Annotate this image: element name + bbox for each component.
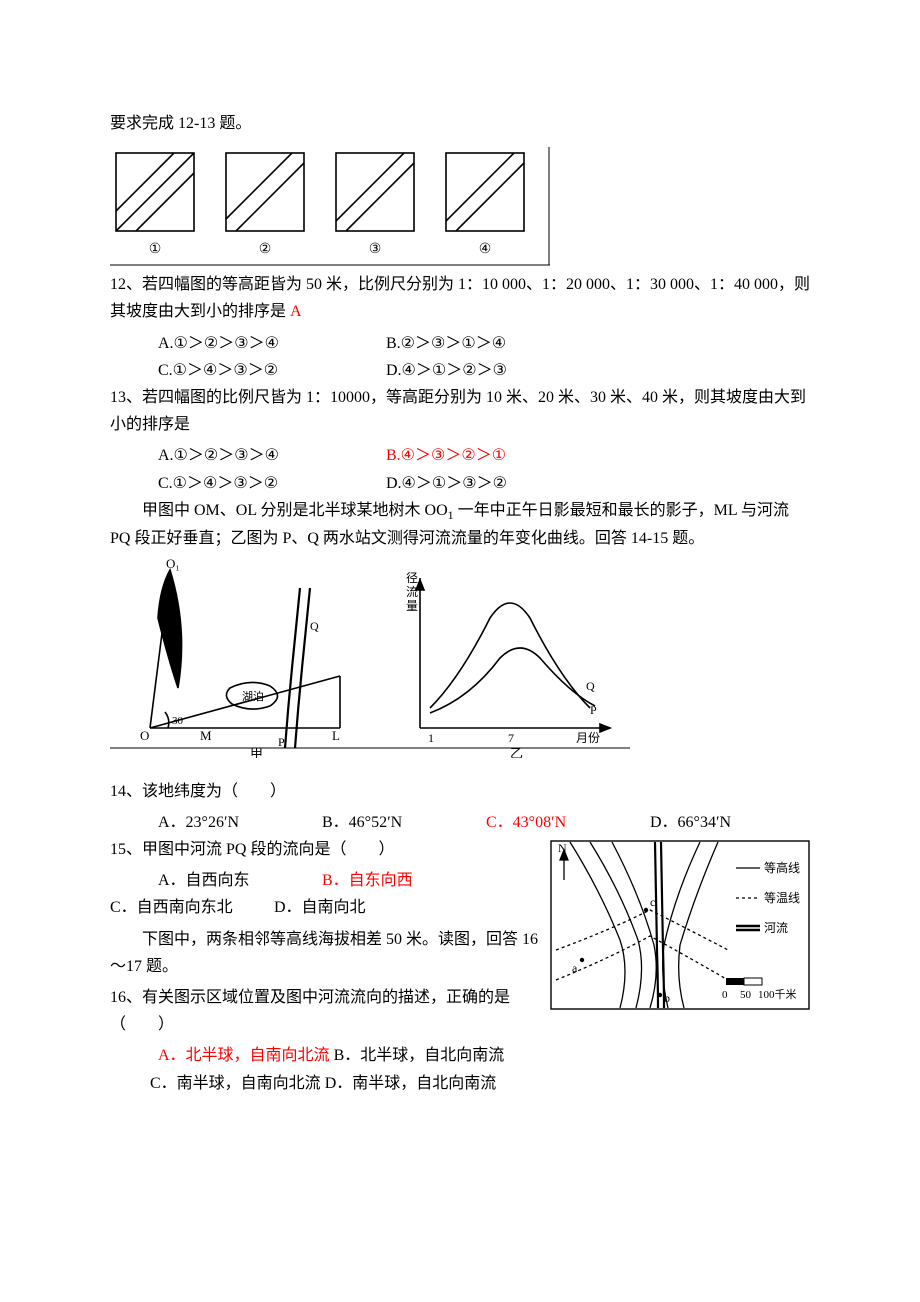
intro-14-15: 甲图中 OM、OL 分别是北半球某地树木 OO1 一年中正午日影最短和最长的影子… — [110, 497, 810, 553]
fig2-jia: 甲 — [250, 746, 263, 758]
q12-answer: A — [290, 303, 302, 320]
q12-opts-row1: A.①＞②＞③＞④ B.②＞③＞①＞④ — [110, 330, 810, 357]
fig3-legend-isotherm: 等温线 — [764, 891, 800, 905]
q16-optB: B．北半球，自北向南流 — [334, 1047, 505, 1064]
fig3-legend-contour: 等高线 — [764, 860, 800, 875]
intro14-a: 甲图中 OM、OL 分别是北半球某地树木 OO — [142, 502, 448, 519]
fig2-x1: 1 — [428, 731, 434, 745]
fig2-angle: 30 — [172, 715, 184, 727]
figure-hatch-boxes: ① ② ③ ④ — [110, 147, 810, 267]
fig2-ylabel3: 量 — [406, 599, 418, 613]
q12-optC: C.①＞④＞③＞② — [158, 357, 382, 384]
q12-opts-row2: C.①＞④＞③＞② D.④＞①＞②＞③ — [110, 357, 810, 384]
hatch-label-1: ① — [149, 242, 162, 257]
q15-optA: A．自西向东 — [158, 867, 318, 894]
fig2-Qlabel: Q — [586, 679, 595, 693]
q13-optC: C.①＞④＞③＞② — [158, 470, 382, 497]
q16-optA: A．北半球，自南向北流 — [158, 1047, 330, 1064]
q16-optC: C．南半球，自南向北流 — [150, 1075, 321, 1092]
q13-optB: B.④＞③＞②＞① — [386, 442, 610, 469]
fig2-yi: 乙 — [510, 746, 523, 758]
fig2-O: O — [140, 728, 149, 743]
q16-opts-row1: A．北半球，自南向北流 B．北半球，自北向南流 — [110, 1042, 810, 1069]
q14-stem: 14、该地纬度为（ ） — [110, 778, 810, 805]
fig2-Plabel: P — [590, 703, 597, 717]
fig2-P: P — [278, 735, 285, 749]
fig2-Q: Q — [310, 619, 319, 633]
fig2-M: M — [200, 728, 212, 743]
q14-optC: C．43°08′N — [486, 809, 646, 836]
q16-optD: D．南半球，自北向南流 — [325, 1075, 497, 1092]
q12-optB: B.②＞③＞①＞④ — [386, 330, 610, 357]
fig3-b: b — [664, 991, 670, 1005]
q13-opts-row2: C.①＞④＞③＞② D.④＞①＞③＞② — [110, 470, 810, 497]
fig2-O1: O₁ — [166, 558, 180, 571]
fig2-L: L — [332, 728, 340, 743]
hatch-label-3: ③ — [369, 242, 382, 257]
fig2-ylabel1: 径 — [406, 571, 418, 585]
q14-optD: D．66°34′N — [650, 809, 810, 836]
q13-optD: D.④＞①＞③＞② — [386, 470, 610, 497]
q14-optA: A．23°26′N — [158, 809, 318, 836]
fig2-ylabel2: 流 — [406, 585, 418, 599]
fig3-c: c — [650, 895, 655, 909]
fig3-legend-river: 河流 — [764, 921, 788, 935]
q13-opts-row1: A.①＞②＞③＞④ B.④＞③＞②＞① — [110, 442, 810, 469]
q15-optD: D．自南向北 — [274, 894, 434, 921]
q14-opts: A．23°26′N B．46°52′N C．43°08′N D．66°34′N — [110, 809, 810, 836]
hatch-label-2: ② — [259, 242, 272, 257]
q12-stem: 12、若四幅图的等高距皆为 50 米，比例尺分别为 1：10 000、1：20 … — [110, 271, 810, 325]
fig3-scale-50: 50 — [740, 989, 752, 1001]
intro-12-13: 要求完成 12-13 题。 — [110, 110, 810, 137]
q16-opts-row2: C．南半球，自南向北流 D．南半球，自北向南流 — [110, 1070, 810, 1097]
fig3-a: a — [572, 961, 578, 975]
fig2-lake: 湖泊 — [242, 690, 264, 703]
fig3-scale-100: 100千米 — [758, 988, 797, 1001]
hatch-label-4: ④ — [479, 242, 492, 257]
q12-optA: A.①＞②＞③＞④ — [158, 330, 382, 357]
q14-optB: B．46°52′N — [322, 809, 482, 836]
fig3-N: N — [558, 841, 567, 855]
fig3-scale-0: 0 — [722, 989, 728, 1001]
q12-stem-text: 12、若四幅图的等高距皆为 50 米，比例尺分别为 1：10 000、1：20 … — [110, 276, 810, 320]
q15-optC: C．自西南向东北 — [110, 894, 270, 921]
fig2-x7: 7 — [508, 731, 514, 745]
q15-optB: B．自东向西 — [322, 867, 482, 894]
q12-optD: D.④＞①＞②＞③ — [386, 357, 610, 384]
q13-stem: 13、若四幅图的比例尺皆为 1：10000，等高距分别为 10 米、20 米、3… — [110, 384, 810, 438]
figure-contour-map: N a b c 等高线 等温线 河流 0 50 100千米 — [550, 840, 810, 1019]
q13-optA: A.①＞②＞③＞④ — [158, 442, 382, 469]
figure-shadow-and-flow: O₁ O M L 30 湖泊 P Q 甲 径 流 量 1 7 月份 Q P 乙 — [110, 558, 810, 767]
fig2-xlabel: 月份 — [576, 731, 600, 745]
